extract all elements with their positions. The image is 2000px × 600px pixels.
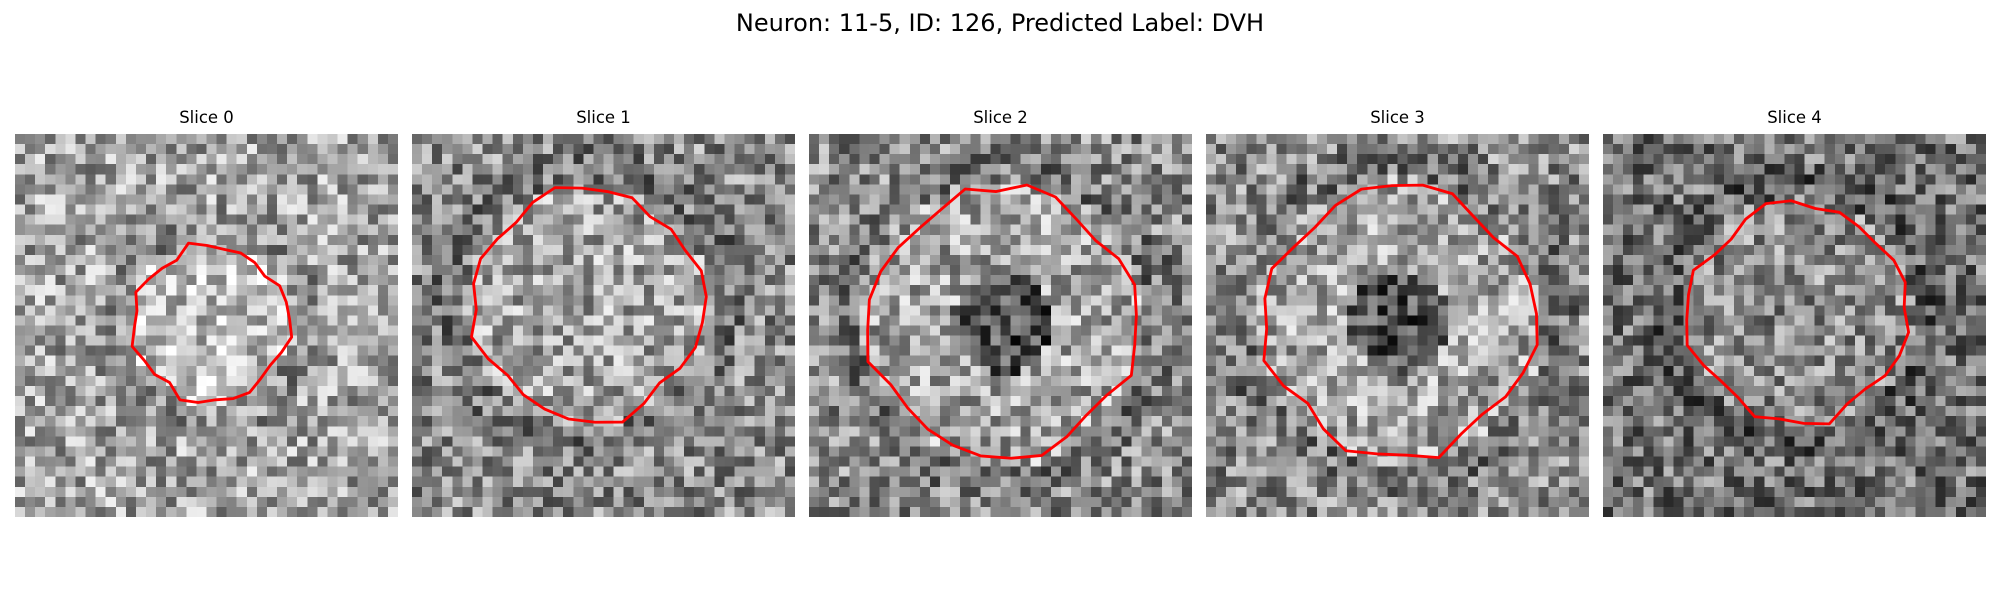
slice-panel-0: Slice 0	[15, 108, 398, 517]
roi-outline	[130, 241, 294, 404]
slice-title: Slice 1	[576, 108, 631, 127]
slice-title: Slice 3	[1370, 108, 1425, 127]
roi-outline	[470, 186, 708, 424]
slice-panel-4: Slice 4	[1603, 108, 1986, 517]
roi-outline	[866, 183, 1138, 460]
slice-panel-2: Slice 2	[809, 108, 1192, 517]
figure-title: Neuron: 11-5, ID: 126, Predicted Label: …	[735, 9, 1265, 37]
slice-panel-1: Slice 1	[412, 108, 795, 517]
slice-image	[412, 134, 795, 517]
slice-image	[809, 134, 1192, 517]
slice-panel-3: Slice 3	[1206, 108, 1589, 517]
slice-title: Slice 2	[973, 108, 1028, 127]
slice-image	[1603, 134, 1986, 517]
roi-outline	[1685, 199, 1911, 426]
slice-title: Slice 0	[179, 108, 234, 127]
slice-image	[15, 134, 398, 517]
roi-outline	[1262, 183, 1539, 460]
slice-image	[1206, 134, 1589, 517]
slice-title: Slice 4	[1767, 108, 1822, 127]
